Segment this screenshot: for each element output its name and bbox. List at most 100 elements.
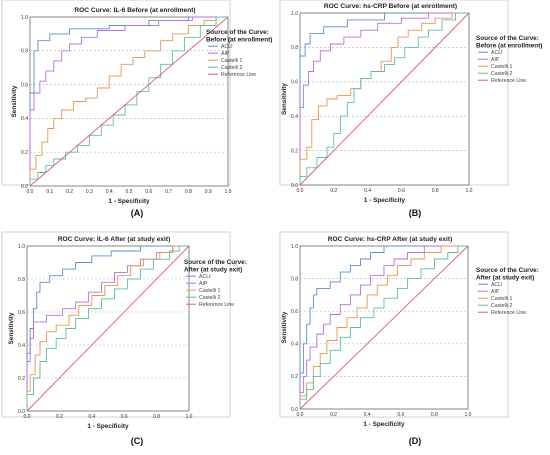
legend-entry: Reference Line [491, 310, 526, 316]
x-tick-label: 1.0 [466, 188, 473, 194]
y-axis-label: Sensitivity [8, 312, 15, 344]
legend: Source of the Curve:After (at study exit… [184, 259, 247, 308]
x-tick-label: 0.8 [431, 412, 438, 418]
y-tick-label: 0.4 [18, 343, 25, 349]
y-tick-label: 1.0 [291, 244, 298, 250]
y-axis-label: Sensitivity [281, 83, 288, 115]
legend-entry: Castelli 2 [221, 65, 242, 71]
x-tick-label: 0.8 [432, 188, 439, 194]
legend-entry: ACLI [199, 274, 211, 280]
roc-line-reference-line [26, 245, 190, 412]
chart-title: ROC Curve: hs-CRP Before (at enrollment) [324, 3, 457, 10]
y-tick-label: 0.0 [18, 409, 25, 415]
x-tick-label: 0.2 [330, 188, 337, 194]
legend: Source of the Curve:After (at study exit… [476, 267, 539, 316]
y-tick-label: 0.6 [291, 80, 298, 86]
x-tick-label: 0.2 [56, 414, 63, 420]
roc-line-aip [299, 245, 468, 409]
y-tick-label: 0.6 [291, 309, 298, 315]
x-tick-label: 0.7 [165, 189, 172, 195]
y-tick-label: 0.0 [291, 407, 298, 413]
y-tick-label: 0.2 [21, 150, 28, 156]
x-tick-label: 0.8 [153, 414, 160, 420]
x-tick-label: 0.5 [126, 189, 133, 195]
x-tick-label: 0.4 [364, 412, 371, 418]
y-axis-label: Sensitivity [11, 85, 18, 117]
legend-entry: AIP [221, 51, 230, 57]
legend-entry: ACLI [221, 44, 233, 50]
x-tick-label: 0.6 [145, 189, 152, 195]
y-tick-label: 1.0 [18, 244, 25, 250]
y-tick-label: 0.8 [18, 277, 25, 283]
roc-panel-1: 0.0 0.2 0.4 0.6 0.8 1.0 0.0 0.1 0.2 0.3 0.4 0.5 0.6 0… [1, 0, 272, 218]
y-tick-label: 0.8 [291, 276, 298, 282]
y-tick-label: 0.2 [291, 374, 298, 380]
legend-title: After (at study exit) [476, 275, 534, 282]
legend-entry: Castelli 1 [221, 58, 242, 64]
legend-entry: AIP [491, 289, 500, 295]
x-tick-label: 0.8 [185, 189, 192, 195]
y-tick-label: 0.4 [291, 342, 298, 348]
x-tick-label: 0.4 [106, 189, 113, 195]
y-axis-label: Sensitivity [281, 311, 288, 343]
x-tick-label: 0.9 [205, 189, 212, 195]
x-tick-label: 0.6 [398, 188, 405, 194]
legend-title: After (at study exit) [184, 267, 242, 274]
y-tick-label: 0.0 [291, 183, 298, 189]
legend-entry: Castelli 2 [199, 295, 220, 301]
x-tick-label: 0.0 [24, 414, 31, 420]
legend-entry: Castelli 2 [491, 303, 512, 309]
y-tick-label: 1.0 [291, 11, 298, 17]
x-tick-label: 0.6 [397, 412, 404, 418]
y-tick-label: 0.6 [18, 310, 25, 316]
roc-line-castelli-2 [299, 245, 468, 409]
legend: Source of the Curve:Before (at enrollmen… [206, 29, 272, 78]
x-tick-label: 1.0 [186, 414, 193, 420]
x-tick-label: 0.0 [297, 412, 304, 418]
roc-line-acli [299, 245, 468, 409]
x-axis-label: 1 - Specificity [108, 198, 150, 205]
chart-title: ROC Curve: IL-6 Before (at enrollment) [74, 7, 195, 14]
x-tick-label: 0.6 [121, 414, 128, 420]
legend-entry: Castelli 1 [491, 296, 512, 302]
chart-title: ROC Curve: IL-6 After (at study exit) [58, 236, 171, 243]
roc-line-reference-line [29, 16, 229, 187]
x-tick-label: 0.1 [46, 189, 53, 195]
roc-line-aip [299, 12, 469, 185]
roc-line-castelli-1 [299, 245, 468, 409]
roc-line-aip [29, 16, 228, 186]
y-tick-label: 0.4 [21, 116, 28, 122]
y-tick-label: 0.0 [21, 184, 28, 190]
legend-title: Source of the Curve: [476, 267, 539, 274]
legend-entry: Castelli 2 [491, 71, 512, 77]
legend-entry: ACLI [491, 50, 503, 56]
legend-title: Before (at enrollment) [206, 37, 272, 44]
x-tick-label: 0.4 [364, 188, 371, 194]
panel-label: (A) [131, 208, 144, 218]
legend: Source of the Curve:Before (at enrollmen… [476, 35, 542, 84]
legend-entry: ACLI [491, 282, 503, 288]
panel-label: (D) [409, 436, 422, 446]
roc-line-acli [299, 12, 469, 185]
y-tick-label: 0.2 [18, 376, 25, 382]
roc-line-castelli-1 [29, 16, 228, 186]
legend-entry: Castelli 1 [491, 64, 512, 70]
legend-entry: AIP [491, 57, 500, 63]
x-tick-label: 1.0 [225, 189, 232, 195]
legend-entry: Reference Line [221, 72, 256, 78]
x-tick-label: 0.0 [27, 189, 34, 195]
x-axis-label: 1 - Specificity [87, 423, 129, 430]
roc-line-castelli-2 [26, 245, 189, 411]
roc-panel-4: 0.0 0.2 0.4 0.6 0.8 1.0 0.0 0.2 0.4 0.6 0.8 1.0 ROC … [279, 231, 539, 446]
x-tick-label: 0.2 [330, 412, 337, 418]
legend-title: Source of the Curve: [206, 29, 269, 36]
x-tick-label: 0.3 [86, 189, 93, 195]
x-axis-label: 1 - Specificity [364, 197, 406, 204]
roc-panel-3: 0.0 0.2 0.4 0.6 0.8 1.0 0.0 0.2 0.4 0.6 0.8 1.0 ROC … [1, 231, 247, 446]
y-tick-label: 0.8 [21, 49, 28, 55]
legend-entry: AIP [199, 281, 208, 287]
y-tick-label: 0.4 [291, 114, 298, 120]
legend-title: Source of the Curve: [476, 35, 539, 42]
roc-line-reference-line [299, 245, 469, 410]
